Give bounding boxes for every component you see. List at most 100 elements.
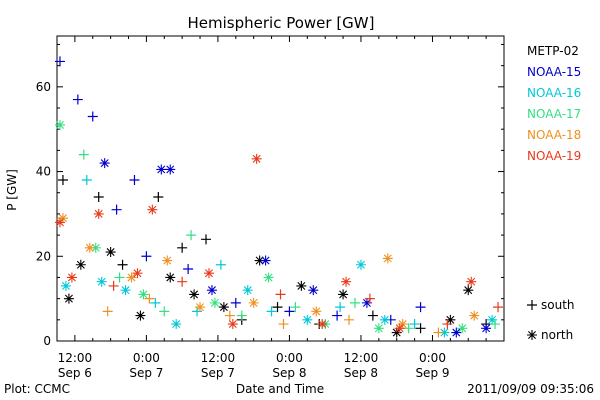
data-point-noaa-17 [209,297,220,308]
data-point-noaa-18 [311,306,322,317]
x-tick-date-label: Sep 9 [415,366,449,380]
data-point-noaa-18 [162,255,173,266]
legend-item-noaa-19: NOAA-19 [527,149,581,163]
x-tick-date-label: Sep 7 [129,366,163,380]
data-point-noaa-15 [72,94,83,105]
data-point-noaa-18 [344,314,355,325]
data-point-noaa-19 [227,319,238,330]
y-tick-label: 20 [36,249,51,263]
data-point-noaa-19 [177,276,188,287]
data-point-noaa-16 [487,314,498,325]
y-tick-label: 60 [36,80,51,94]
data-point-noaa-17 [186,230,197,241]
x-tick-date-label: Sep 8 [344,366,378,380]
legend-symbol-label: north [541,328,573,342]
data-point-metp-02 [135,310,146,321]
data-point-noaa-17 [114,272,125,283]
legend-symbol-north [527,330,537,340]
data-point-noaa-18 [144,293,155,304]
legend-item-noaa-16: NOAA-16 [527,86,581,100]
data-point-noaa-19 [132,268,143,279]
chart-title: Hemispheric Power [GW] [188,14,375,32]
x-tick-date-label: Sep 7 [201,366,235,380]
data-point-noaa-19 [108,280,119,291]
y-tick-label: 0 [43,334,51,348]
data-point-noaa-16 [409,319,420,330]
data-point-noaa-16 [355,259,366,270]
data-point-noaa-17 [403,323,414,334]
y-tick-label: 40 [36,165,51,179]
data-point-metp-02 [367,310,378,321]
data-point-noaa-19 [493,302,504,313]
data-point-metp-02 [189,289,200,300]
data-point-metp-02 [105,247,116,258]
data-point-noaa-17 [373,323,384,334]
data-point-metp-02 [218,302,229,313]
footer-credit: Plot: CCMC [4,382,70,396]
data-point-noaa-18 [102,306,113,317]
data-point-metp-02 [391,327,402,338]
data-point-noaa-15 [415,302,426,313]
data-point-noaa-19 [147,204,158,215]
y-axis-label: P [GW] [5,169,19,211]
x-tick-time-label: 0:00 [419,351,446,365]
data-point-metp-02 [415,323,426,334]
data-point-metp-02 [153,191,164,202]
data-point-metp-02 [57,175,68,186]
data-point-noaa-17 [138,289,149,300]
data-point-noaa-16 [335,302,346,313]
data-point-noaa-17 [236,310,247,321]
legend-item-noaa-18: NOAA-18 [527,128,581,142]
data-point-noaa-15 [332,310,343,321]
data-point-noaa-15 [129,175,140,186]
x-tick-time-label: 12:00 [201,351,236,365]
data-point-noaa-18 [84,242,95,253]
data-point-metp-02 [165,272,176,283]
data-point-noaa-18 [278,319,289,330]
data-point-noaa-16 [266,306,277,317]
data-point-metp-02 [63,293,74,304]
data-point-metp-02 [201,234,211,245]
data-point-noaa-16 [81,175,92,186]
data-point-metp-02 [272,302,283,313]
data-point-noaa-19 [251,153,262,164]
footer-timestamp: 2011/09/09 09:35:06 [467,382,594,396]
data-point-metp-02 [463,285,474,296]
x-tick-time-label: 0:00 [276,351,303,365]
data-point-metp-02 [117,259,128,270]
data-point-noaa-18 [57,213,68,224]
data-point-metp-02 [177,242,188,253]
y-axis-ticks: 0 20 40 60 [36,43,504,348]
data-point-noaa-17 [490,319,501,330]
data-point-metp-02 [254,255,265,266]
data-point-noaa-19 [93,208,104,219]
data-point-noaa-16 [215,259,226,270]
data-point-noaa-17 [159,306,170,317]
data-point-noaa-15 [481,323,492,334]
data-point-noaa-17 [90,242,101,253]
data-point-noaa-18 [433,327,444,338]
data-point-noaa-15 [99,158,110,169]
data-point-noaa-15 [141,251,152,262]
data-point-noaa-19 [394,323,405,334]
data-point-noaa-15 [451,327,462,338]
data-point-metp-02 [93,191,104,202]
legend-symbol-south [527,300,537,310]
data-point-noaa-15 [284,306,295,317]
plot-area-frame [56,35,505,342]
data-point-noaa-19 [203,268,214,279]
data-point-noaa-18 [126,272,137,283]
data-point-noaa-16 [60,280,71,291]
legend-item-noaa-15: NOAA-15 [527,65,581,79]
data-point-noaa-15 [111,204,122,215]
data-point-noaa-15 [361,297,372,308]
data-point-noaa-18 [382,253,393,264]
data-point-noaa-17 [54,119,65,130]
data-point-metp-02 [338,289,349,300]
x-tick-date-label: Sep 8 [272,366,306,380]
data-point-noaa-15 [165,164,176,175]
data-point-noaa-19 [341,276,352,287]
data-point-noaa-15 [54,56,65,67]
